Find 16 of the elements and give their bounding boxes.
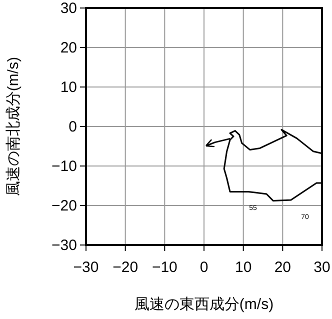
y-tick-label: −20 xyxy=(52,198,77,214)
x-tick-label: 30 xyxy=(314,259,330,276)
x-tick-label: 0 xyxy=(200,259,208,276)
y-axis-title: 風速の南北成分(m/s) xyxy=(5,56,22,196)
y-tick-label: −30 xyxy=(52,237,77,254)
y-tick-label: 20 xyxy=(60,40,77,56)
x-tick-label: −30 xyxy=(73,259,99,276)
x-tick-label: −20 xyxy=(112,259,138,276)
x-axis-title: 風速の東西成分(m/s) xyxy=(134,296,274,313)
x-tick-label: 20 xyxy=(274,259,292,276)
y-tick-label: −10 xyxy=(52,158,77,175)
x-tick-label: 10 xyxy=(234,259,252,276)
y-tick-label: 30 xyxy=(60,0,77,17)
y-tick-label: 0 xyxy=(68,118,77,136)
x-tick-label: −10 xyxy=(152,259,178,276)
y-tick-label: 10 xyxy=(60,79,77,96)
